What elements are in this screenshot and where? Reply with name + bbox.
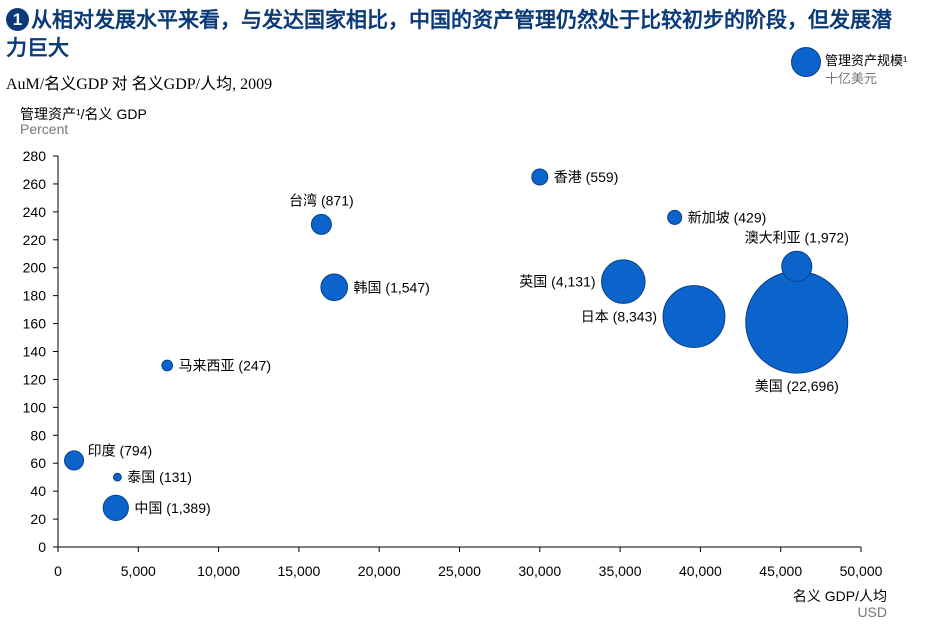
y-tick-label: 120 <box>23 371 47 387</box>
data-label-2: 中国 (1,389) <box>134 500 210 516</box>
legend-unit: 十亿美元 <box>825 71 878 86</box>
data-label-1: 泰国 (131) <box>127 469 192 485</box>
data-label-9: 英国 (4,131) <box>519 274 595 290</box>
x-tick-label: 10,000 <box>197 563 240 579</box>
y-tick-label: 260 <box>23 176 47 192</box>
x-tick-label: 0 <box>54 563 62 579</box>
y-tick-label: 80 <box>30 427 46 443</box>
bubble-9 <box>601 259 646 304</box>
x-tick-label: 15,000 <box>277 563 320 579</box>
data-label-7: 新加坡 (429) <box>688 209 767 225</box>
x-axis-unit: USD <box>857 604 887 620</box>
y-tick-label: 220 <box>23 232 47 248</box>
x-axis-title: 名义 GDP/人均 <box>792 588 887 604</box>
y-tick-label: 240 <box>23 204 47 220</box>
legend-bubble-icon <box>791 47 821 77</box>
y-tick-label: 0 <box>38 539 46 555</box>
x-tick-label: 25,000 <box>438 563 481 579</box>
bubble-2 <box>102 494 129 522</box>
x-tick-label: 50,000 <box>840 563 883 579</box>
exhibit-number-badge: 1 <box>6 8 29 31</box>
bubble-8 <box>781 250 813 282</box>
y-tick-label: 20 <box>30 511 46 527</box>
legend-label: 管理资产规模¹ <box>825 53 908 68</box>
bubble-1 <box>113 472 122 482</box>
chart-title: 1 从相对发展水平来看，与发达国家相比，中国的资产管理仍然处于比较初步的阶段，但发… <box>6 6 911 62</box>
x-tick-label: 5,000 <box>121 563 156 579</box>
y-tick-label: 60 <box>30 455 46 471</box>
y-tick-label: 160 <box>23 316 47 332</box>
data-label-6: 香港 (559) <box>554 169 619 185</box>
bubble-0 <box>64 450 85 471</box>
y-tick-label: 280 <box>23 148 47 164</box>
chart-title-text: 从相对发展水平来看，与发达国家相比，中国的资产管理仍然处于比较初步的阶段，但发展… <box>6 7 892 60</box>
data-label-11: 美国 (22,696) <box>755 378 839 394</box>
y-tick-label: 100 <box>23 399 47 415</box>
y-axis-title: 管理资产¹/名义 GDP <box>20 106 147 122</box>
x-tick-label: 45,000 <box>759 563 802 579</box>
data-label-10: 日本 (8,343) <box>581 309 657 325</box>
y-axis-unit: Percent <box>20 121 69 137</box>
data-label-5: 韩国 (1,547) <box>354 279 430 295</box>
x-tick-label: 35,000 <box>599 563 642 579</box>
data-label-0: 印度 (794) <box>88 442 153 458</box>
x-tick-label: 30,000 <box>518 563 561 579</box>
bubble-4 <box>310 213 332 235</box>
data-label-3: 马来西亚 (247) <box>179 357 272 373</box>
y-tick-label: 140 <box>23 344 47 360</box>
bubble-11 <box>745 270 849 374</box>
y-tick-label: 40 <box>30 483 46 499</box>
chart-subtitle: AuM/名义GDP 对 名义GDP/人均, 2009 <box>6 76 273 93</box>
data-label-8: 澳大利亚 (1,972) <box>745 229 849 245</box>
bubble-6 <box>531 168 549 186</box>
y-tick-label: 180 <box>23 288 47 304</box>
bubble-3 <box>161 359 174 372</box>
y-tick-label: 200 <box>23 260 47 276</box>
x-tick-label: 20,000 <box>358 563 401 579</box>
x-tick-label: 40,000 <box>679 563 722 579</box>
bubble-5 <box>320 273 349 302</box>
bubble-10 <box>662 285 726 349</box>
bubble-7 <box>667 209 683 225</box>
data-label-4: 台湾 (871) <box>289 192 354 208</box>
